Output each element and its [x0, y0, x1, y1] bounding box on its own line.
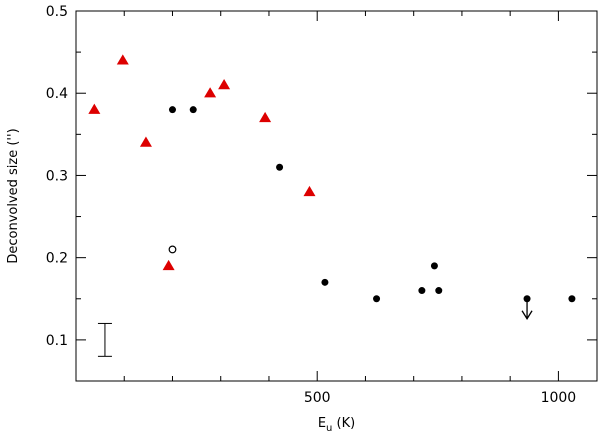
triangle-point	[162, 259, 175, 271]
plot-frame	[75, 10, 598, 382]
filled-circle-point	[168, 106, 176, 114]
filled-circle-point	[430, 262, 438, 270]
y-tick-label: 0.3	[46, 168, 68, 184]
triangle-point	[204, 87, 217, 98]
y-tick-label: 0.1	[46, 333, 68, 349]
y-axis-label: Deconvolved size ('')	[6, 128, 21, 263]
x-axis-label-units: (K)	[332, 416, 355, 431]
filled-circle-point	[373, 295, 381, 303]
filled-circle-point	[276, 163, 284, 171]
filled-circle-point	[435, 287, 443, 295]
upper-limit-arrow-head	[521, 310, 533, 321]
filled-circle-point	[418, 287, 426, 295]
labels-layer: 500 1000 0.1 0.2 0.3 0.4 0.5 Eu (K) Deconvolved …	[6, 4, 576, 434]
filled-circle-point	[189, 106, 197, 114]
axes-layer	[75, 10, 598, 382]
y-tick-label: 0.4	[46, 86, 68, 102]
triangle-point	[139, 136, 152, 147]
ticks-layer	[76, 10, 597, 382]
y-tick-label: 0.5	[46, 4, 68, 20]
x-axis-label: Eu (K)	[318, 416, 355, 434]
triangle-point	[116, 54, 129, 65]
x-axis-label-subscript: u	[326, 423, 332, 434]
filled-circle-point	[568, 295, 576, 303]
marks-layer	[88, 54, 576, 357]
triangle-point	[88, 103, 101, 114]
triangle-point	[259, 111, 272, 123]
filled-circle-point	[321, 278, 329, 286]
x-tick-label: 500	[304, 390, 331, 406]
triangle-point	[303, 185, 316, 197]
triangle-point	[218, 79, 231, 90]
x-axis-label-main: E	[318, 416, 326, 431]
x-tick-label: 1000	[541, 390, 577, 406]
y-tick-label: 0.2	[46, 251, 68, 267]
open-circle-point	[168, 245, 177, 254]
